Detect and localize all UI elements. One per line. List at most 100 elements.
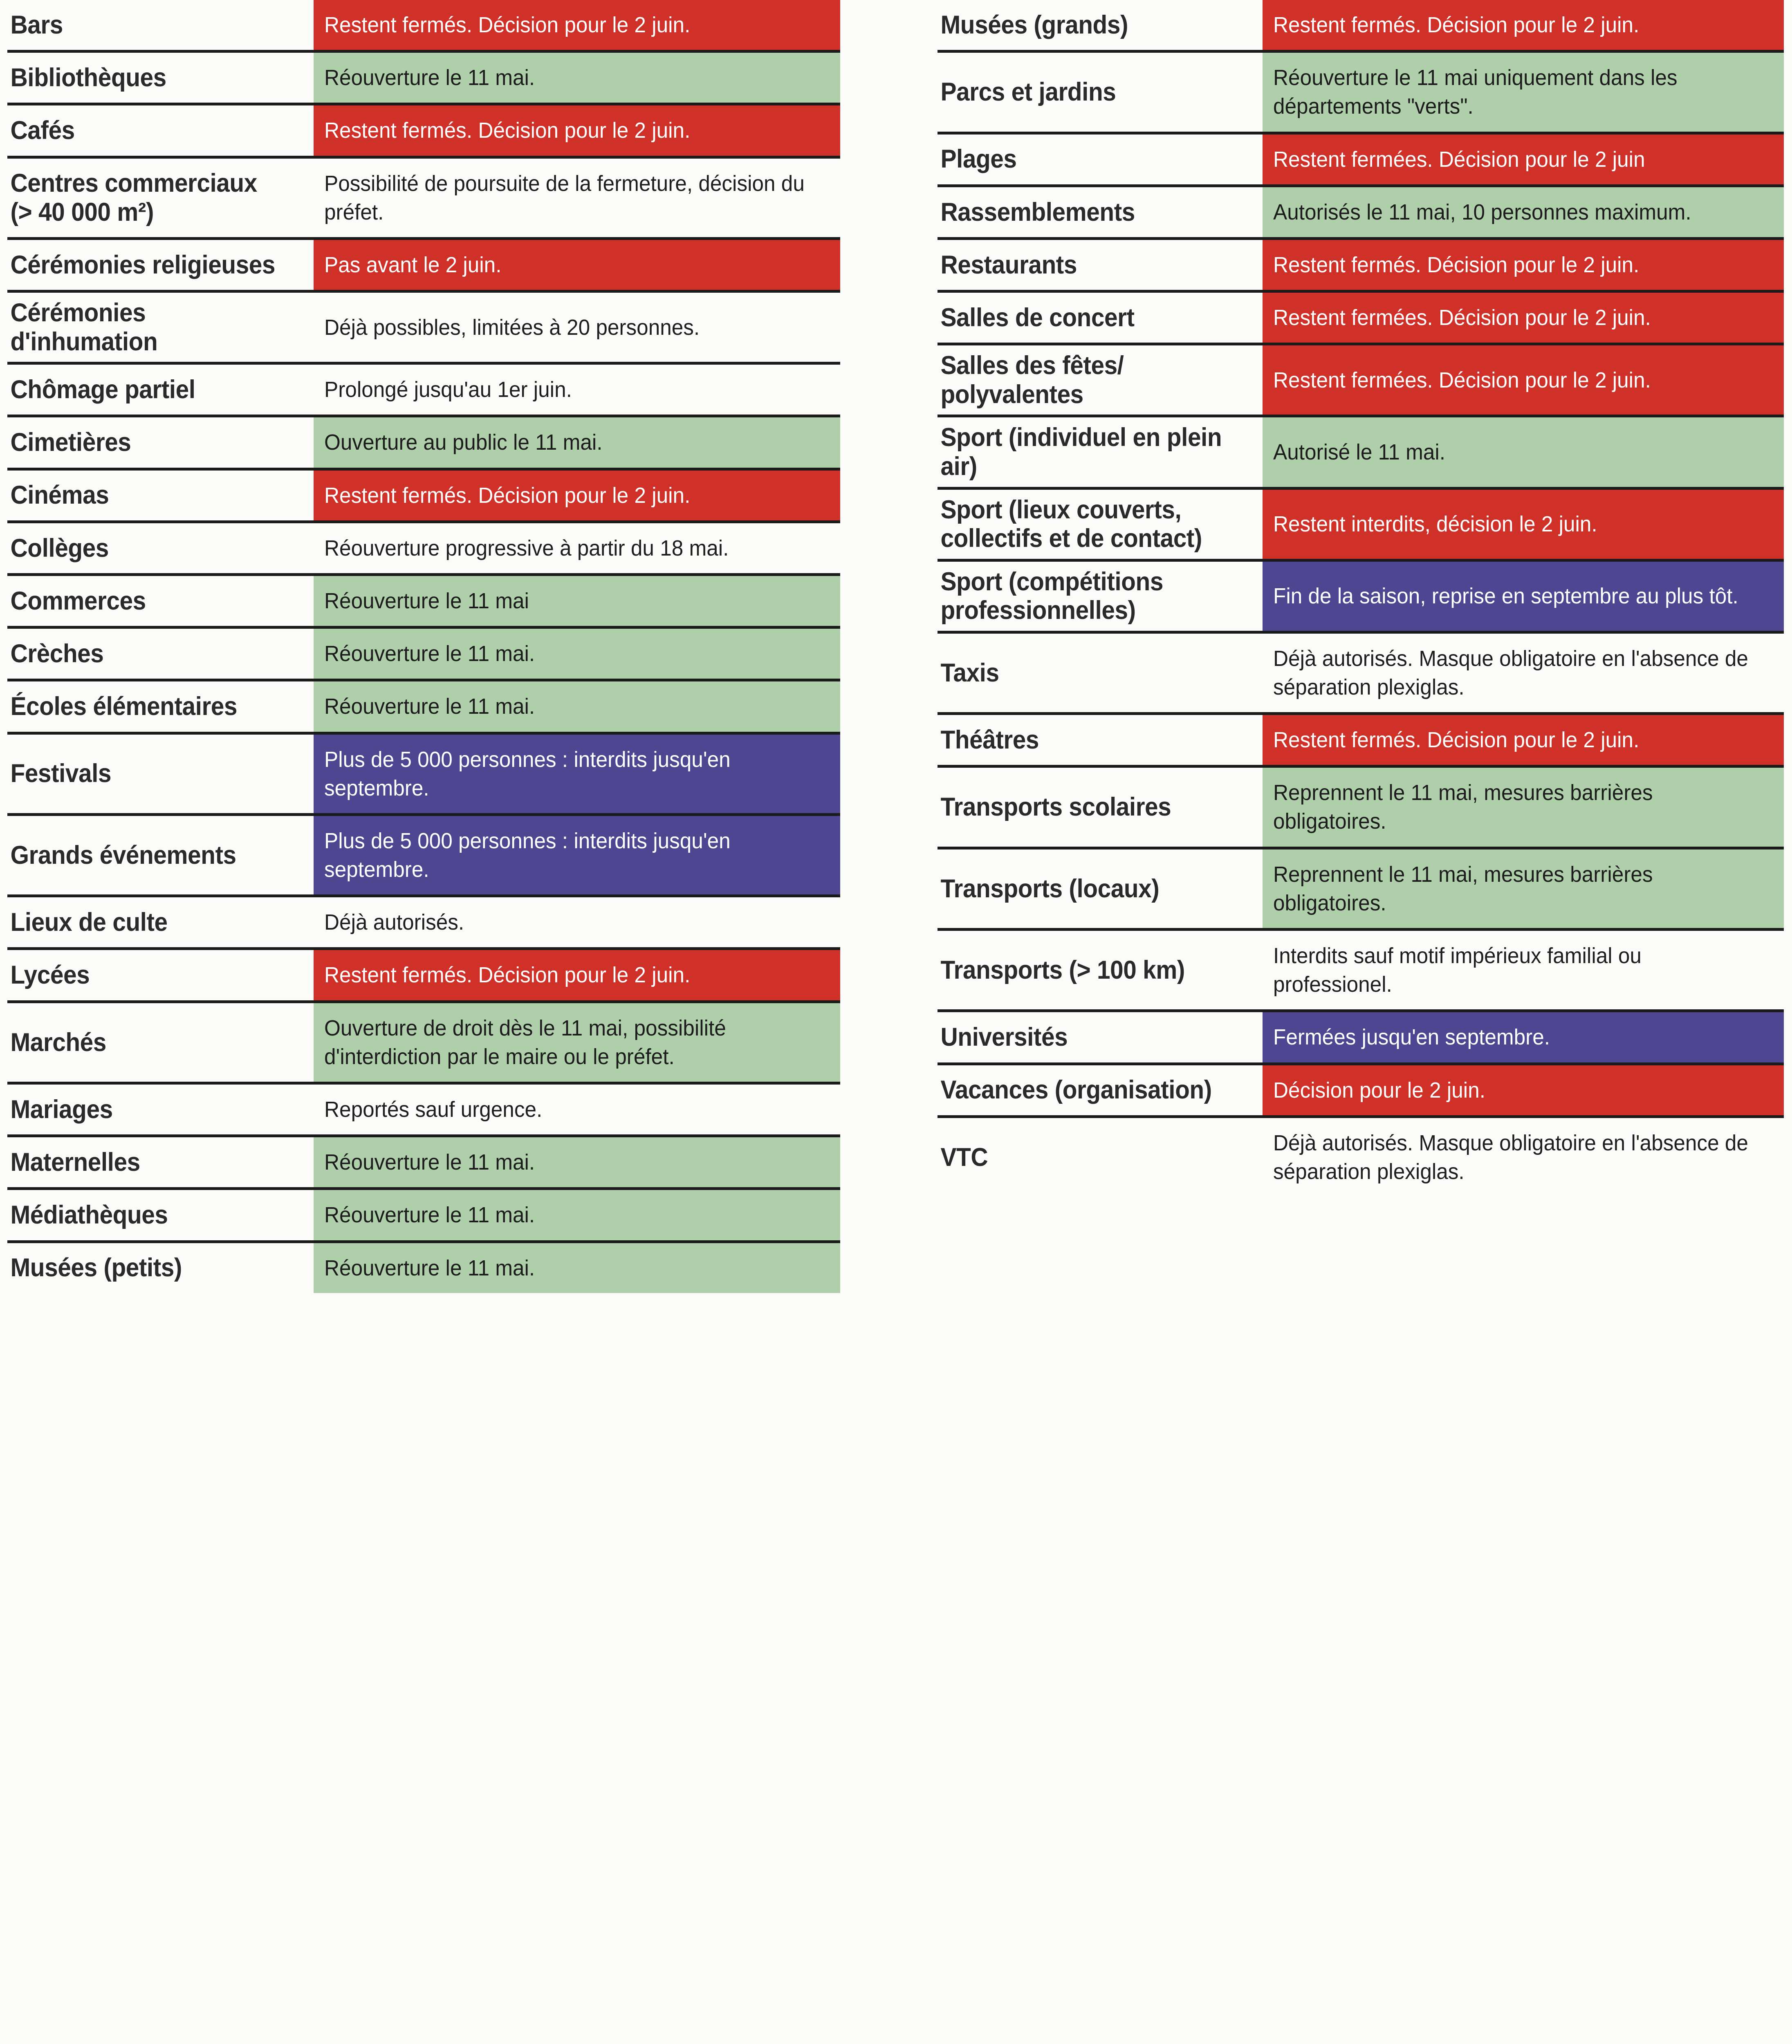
status-text: Restent fermées. Décision pour le 2 juin…	[1273, 305, 1651, 330]
status-text: Restent fermés. Décision pour le 2 juin.	[324, 483, 691, 508]
status-cell-red: Restent fermés. Décision pour le 2 juin.	[1263, 237, 1784, 291]
table-row: Transports scolaires Reprennent le 11 mai…	[937, 765, 1784, 848]
table-row: Marchés Ouverture de droit dès le 11 mai,…	[7, 1000, 840, 1083]
status-text: Restent fermées. Décision pour le 2 juin…	[1273, 368, 1651, 392]
table-row: Crèches Réouverture le 11 mai.	[7, 626, 840, 680]
status-cell-none: Prolongé jusqu'au 1er juin.	[314, 362, 840, 416]
category-label: Musées (grands)	[940, 10, 1128, 39]
category-label: Transports scolaires	[937, 765, 1240, 848]
status-text: Reprennent le 11 mai, mesures barrières …	[1273, 862, 1653, 915]
status-cell-green: Réouverture le 11 mai.	[314, 1134, 840, 1189]
status-cell-red: Restent fermés. Décision pour le 2 juin.	[1263, 0, 1784, 52]
status-cell-purple: Plus de 5 000 personnes : interdits jusq…	[314, 731, 840, 815]
category-label: Bibliothèques	[7, 50, 292, 104]
category-label: Restaurants	[937, 237, 1240, 291]
table-row: Médiathèques Réouverture le 11 mai.	[7, 1187, 840, 1242]
status-cell-red: Restent fermés. Décision pour le 2 juin.	[314, 103, 840, 157]
table-row: Cérémonies d'inhumation Déjà possibles, l…	[7, 290, 840, 363]
category-label: Taxis	[937, 630, 1240, 714]
category-label: Cinémas	[7, 467, 292, 522]
status-cell-green: Réouverture le 11 mai	[314, 573, 840, 628]
status-cell-none: Reportés sauf urgence.	[314, 1082, 840, 1136]
table-row: Bibliothèques Réouverture le 11 mai.	[7, 50, 840, 104]
status-text: Ouverture de droit dès le 11 mai, possib…	[324, 1015, 726, 1069]
table-row: Commerces Réouverture le 11 mai	[7, 573, 840, 628]
status-text: Restent fermés. Décision pour le 2 juin.	[324, 963, 691, 988]
table-row: Centres commerciaux (> 40 000 m²) Possibi…	[7, 155, 840, 239]
right-column: Musées (grands) Restent fermés. Décision …	[934, 0, 1784, 2044]
category-label: Musées (petits)	[7, 1240, 292, 1293]
status-cell-red: Décision pour le 2 juin.	[1263, 1062, 1784, 1117]
status-text: Interdits sauf motif impérieux familial …	[1273, 944, 1642, 997]
status-cell-red: Restent fermés. Décision pour le 2 juin.	[1263, 712, 1784, 766]
category-label: Mariages	[7, 1082, 292, 1136]
status-text: Réouverture le 11 mai.	[324, 694, 535, 719]
status-text: Autorisé le 11 mai.	[1273, 439, 1446, 464]
status-cell-none: Réouverture progressive à partir du 18 m…	[314, 520, 840, 575]
category-label: Sport (individuel en plein air)	[937, 415, 1240, 488]
category-label: Cérémonies religieuses	[7, 237, 292, 291]
category-label: Grands événements	[7, 813, 292, 896]
status-cell-green: Ouverture de droit dès le 11 mai, possib…	[314, 1000, 840, 1083]
status-cell-red: Restent fermés. Décision pour le 2 juin.	[314, 467, 840, 522]
status-text: Réouverture le 11 mai.	[324, 1203, 535, 1228]
category-label: Festivals	[7, 731, 292, 815]
category-label: Sport (lieux couverts, collectifs et de …	[937, 486, 1240, 560]
status-cell-none: Interdits sauf motif impérieux familial …	[1263, 928, 1784, 1011]
category-label: Écoles élémentaires	[7, 679, 292, 733]
table-row: Lieux de culte Déjà autorisés.	[7, 894, 840, 949]
status-text: Restent fermées. Décision pour le 2 juin	[1273, 147, 1646, 172]
table-row: Mariages Reportés sauf urgence.	[7, 1082, 840, 1136]
category-label: Lieux de culte	[7, 894, 292, 949]
table-row: Sport (compétitions professionnelles) Fin…	[937, 558, 1784, 632]
category-label: Sport (compétitions professionnelles)	[937, 558, 1240, 632]
table-row: Parcs et jardins Réouverture le 11 mai un…	[937, 50, 1784, 133]
status-cell-green: Réouverture le 11 mai.	[314, 679, 840, 733]
category-label: Transports (locaux)	[937, 846, 1240, 930]
status-text: Déjà autorisés. Masque obligatoire en l'…	[1273, 1130, 1749, 1184]
status-cell-red: Restent fermées. Décision pour le 2 juin	[1263, 131, 1784, 186]
status-cell-green: Autorisés le 11 mai, 10 personnes maximu…	[1263, 184, 1784, 239]
table-row: Musées (petits) Réouverture le 11 mai.	[7, 1240, 840, 1293]
table-row: Salles des fêtes/ polyvalentes Restent fe…	[937, 343, 1784, 416]
status-cell-purple: Fermées jusqu'en septembre.	[1263, 1009, 1784, 1064]
status-text: Ouverture au public le 11 mai.	[324, 430, 603, 455]
category-label: VTC	[937, 1115, 1240, 1197]
status-text: Restent fermés. Décision pour le 2 juin.	[1273, 13, 1639, 37]
status-cell-green: Réouverture le 11 mai.	[314, 1240, 840, 1293]
status-text: Restent fermés. Décision pour le 2 juin.	[1273, 252, 1639, 277]
table-row: Lycées Restent fermés. Décision pour le 2…	[7, 947, 840, 1002]
table-row: VTC Déjà autorisés. Masque obligatoire en…	[937, 1115, 1784, 1197]
table-row: Cinémas Restent fermés. Décision pour le …	[7, 467, 840, 522]
table-row: Transports (> 100 km) Interdits sauf moti…	[937, 928, 1784, 1011]
table-row: Maternelles Réouverture le 11 mai.	[7, 1134, 840, 1189]
category-label: Plages	[937, 131, 1240, 186]
table-row: Plages Restent fermées. Décision pour le …	[937, 131, 1784, 186]
table-row: Collèges Réouverture progressive à partir…	[7, 520, 840, 575]
status-cell-green: Réouverture le 11 mai.	[314, 626, 840, 680]
status-text: Déjà autorisés.	[324, 910, 464, 935]
table-row: Bars Restent fermés. Décision pour le 2 j…	[7, 0, 840, 52]
status-cell-none: Déjà autorisés.	[314, 894, 840, 949]
category-label: Cérémonies d'inhumation	[7, 290, 292, 363]
status-cell-green: Réouverture le 11 mai.	[314, 50, 840, 104]
status-text: Réouverture le 11 mai.	[324, 641, 535, 666]
status-cell-none: Déjà possibles, limitées à 20 personnes.	[314, 290, 840, 363]
category-label: Lycées	[7, 947, 292, 1002]
status-text: Réouverture le 11 mai	[324, 588, 529, 613]
status-text: Décision pour le 2 juin.	[1273, 1078, 1486, 1103]
status-cell-green: Réouverture le 11 mai uniquement dans le…	[1263, 50, 1784, 133]
status-text: Réouverture le 11 mai.	[324, 1150, 535, 1175]
category-label: Médiathèques	[7, 1187, 292, 1242]
status-text: Réouverture le 11 mai.	[324, 65, 535, 90]
status-cell-red: Restent fermées. Décision pour le 2 juin…	[1263, 290, 1784, 344]
status-cell-none: Déjà autorisés. Masque obligatoire en l'…	[1263, 1115, 1784, 1197]
status-text: Reprennent le 11 mai, mesures barrières …	[1273, 780, 1653, 834]
table-row: Cafés Restent fermés. Décision pour le 2 …	[7, 103, 840, 157]
table-row: Sport (lieux couverts, collectifs et de …	[937, 486, 1784, 560]
status-text: Plus de 5 000 personnes : interdits jusq…	[324, 828, 731, 882]
status-text: Restent fermés. Décision pour le 2 juin.	[324, 13, 691, 37]
table-row: Écoles élémentaires Réouverture le 11 mai…	[7, 679, 840, 733]
category-label: Salles des fêtes/ polyvalentes	[937, 343, 1240, 416]
table-row: Rassemblements Autorisés le 11 mai, 10 pe…	[937, 184, 1784, 239]
